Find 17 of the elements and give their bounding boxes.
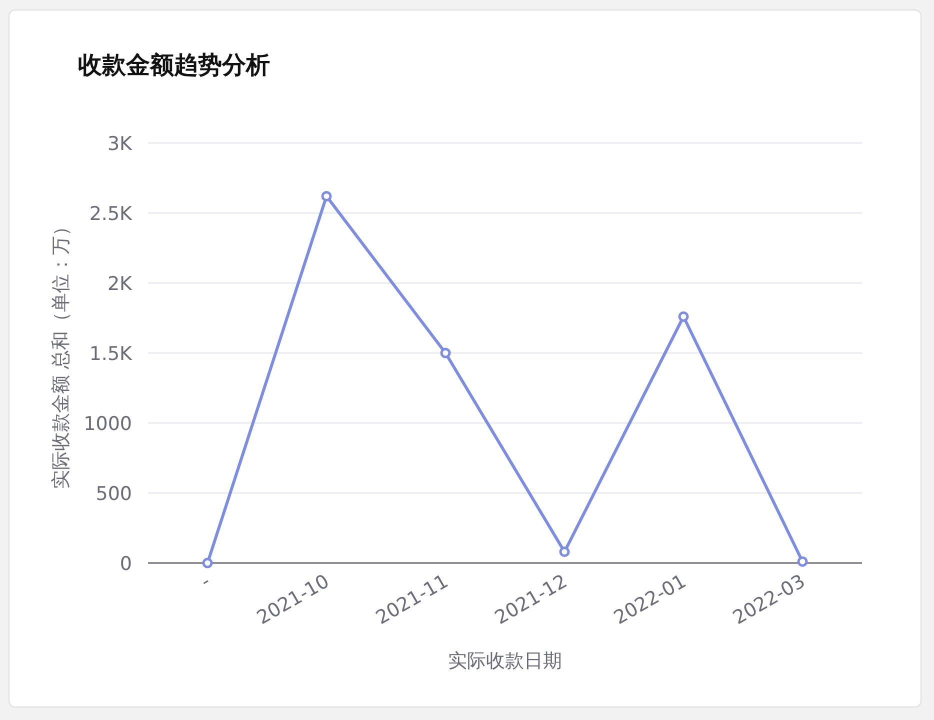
y-axis-title: 实际收款金额 总和（单位：万）: [50, 216, 72, 490]
point: [797, 556, 808, 567]
y-tick-label: 1.5K: [89, 343, 133, 365]
point: [202, 558, 213, 568]
x-axis-title: 实际收款日期: [448, 650, 562, 672]
y-tick-label: 0: [120, 553, 132, 575]
y-tick-label: 1000: [84, 413, 132, 435]
point: [678, 311, 689, 322]
y-tick-label: 3K: [107, 133, 133, 155]
y-tick-label: 500: [96, 483, 132, 505]
point: [321, 190, 332, 202]
y-tick-label: 2K: [107, 273, 133, 295]
chart-title: 收款金额趋势分析: [78, 51, 270, 79]
point: [559, 546, 570, 558]
x-tick-label: -: [197, 570, 214, 593]
point: [440, 348, 451, 358]
y-tick-label: 2.5K: [89, 203, 133, 225]
